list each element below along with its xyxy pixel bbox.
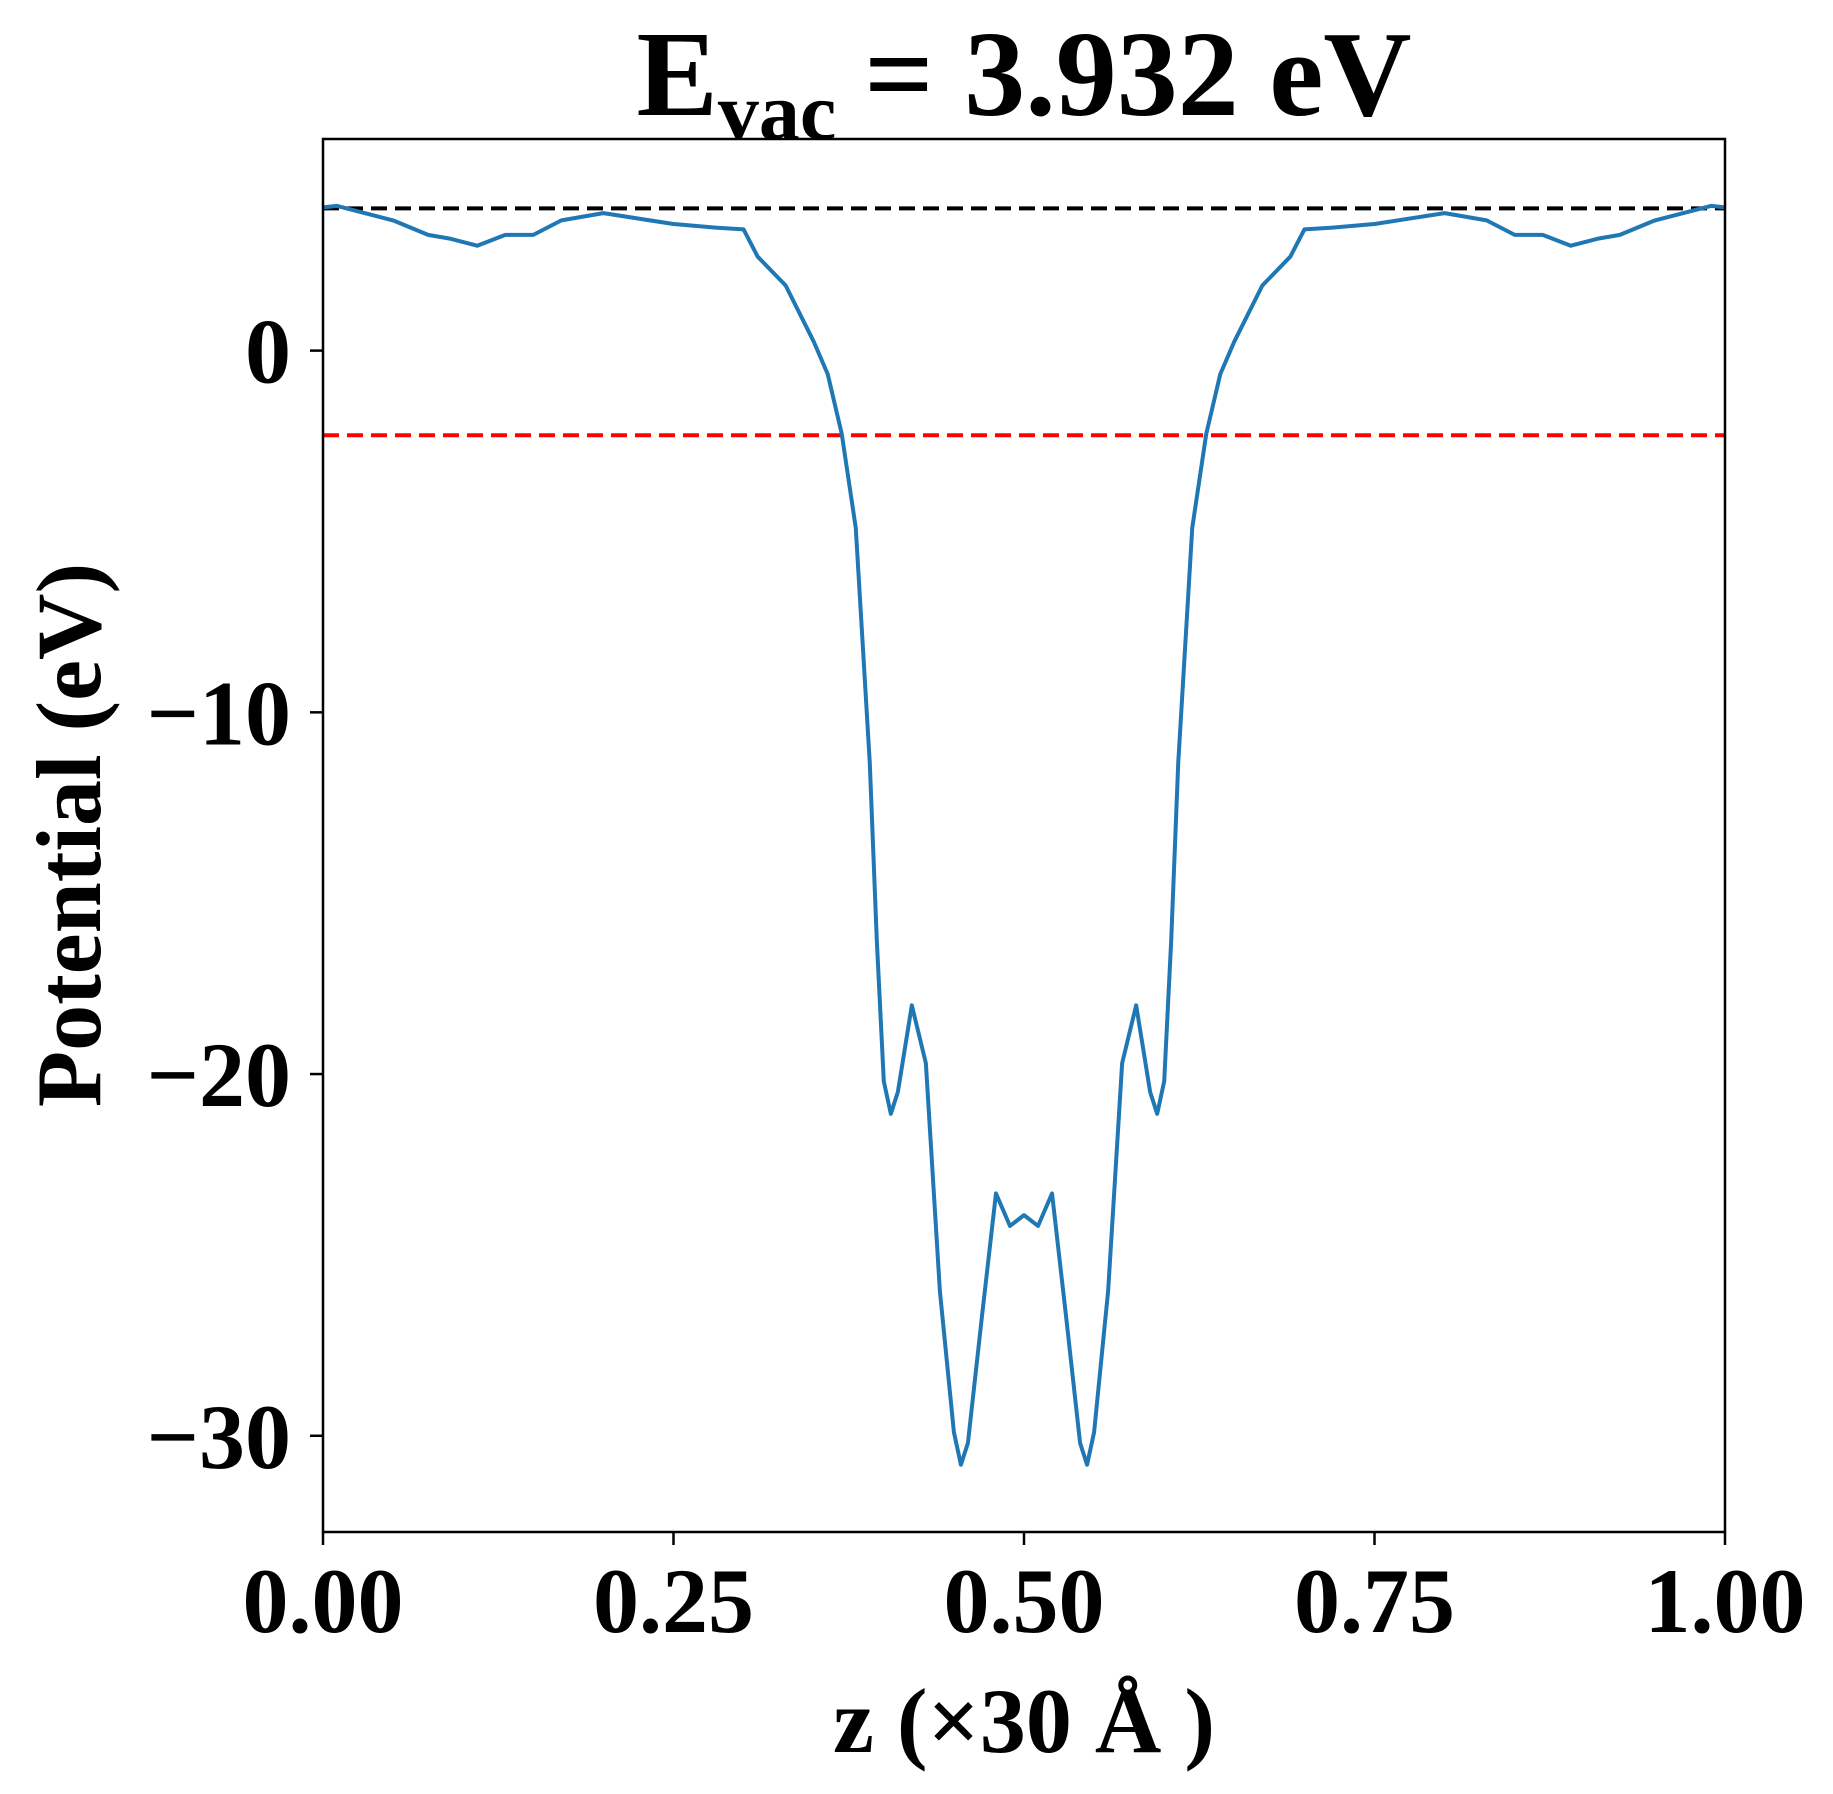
x-tick-label: 1.00 <box>1645 1550 1806 1652</box>
y-axis-label: Potential (eV) <box>18 563 120 1107</box>
y-tick-label: −10 <box>147 662 291 764</box>
y-tick-label: −30 <box>147 1386 291 1488</box>
plot-frame <box>321 137 1727 1534</box>
x-tick-label: 0.75 <box>1294 1550 1455 1652</box>
chart-title: Evac = 3.932 eV <box>636 7 1411 157</box>
title-main: E <box>636 7 717 142</box>
x-tick-label: 0.50 <box>944 1550 1105 1652</box>
potential-line <box>322 203 1726 1467</box>
x-tick-label: 0.25 <box>593 1550 754 1652</box>
y-tick-label: −20 <box>147 1024 291 1126</box>
title-subscript: vac <box>718 66 836 157</box>
y-tick-label: 0 <box>245 301 291 403</box>
x-axis-label: z (×30 Å ) <box>833 1670 1215 1772</box>
title-rest: = 3.932 eV <box>864 7 1411 142</box>
x-tick-label: 0.00 <box>243 1550 404 1652</box>
